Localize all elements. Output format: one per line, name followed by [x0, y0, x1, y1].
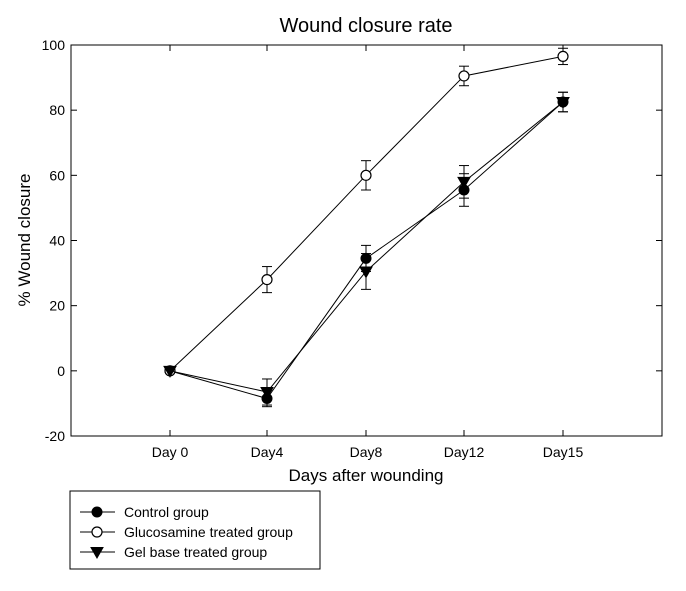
y-tick-label: -20	[45, 428, 65, 444]
legend-box	[69, 490, 321, 570]
y-axis: -20 0 20 40 60 80 100	[42, 37, 662, 444]
x-tick-label: Day12	[444, 444, 485, 460]
legend-marker	[90, 547, 104, 560]
data-point	[557, 50, 569, 63]
data-point	[457, 176, 471, 189]
data-point	[458, 70, 470, 82]
legend-marker	[91, 526, 103, 538]
legend-item: Glucosamine treated group	[80, 524, 293, 540]
data-point	[260, 387, 274, 400]
plot-frame	[70, 44, 663, 437]
y-tick-label: 60	[49, 167, 65, 183]
series-line	[169, 55, 564, 372]
data-point	[163, 365, 177, 378]
y-tick-label: 20	[49, 298, 65, 314]
x-tick-label: Day 0	[152, 444, 189, 460]
y-tick-label: 40	[49, 233, 65, 249]
legend-label: Control group	[124, 504, 209, 520]
data-point	[359, 266, 373, 279]
y-axis-label: % Wound closure	[15, 174, 34, 307]
legend: Control group Glucosamine treated group Ge…	[80, 504, 293, 560]
legend-marker	[91, 506, 103, 518]
legend-label: Glucosamine treated group	[124, 524, 293, 540]
chart-title: Wound closure rate	[279, 15, 452, 37]
x-tick-label: Day15	[543, 444, 584, 460]
x-tick-label: Day4	[251, 444, 284, 460]
legend-label: Gel base treated group	[124, 544, 267, 560]
data-point	[261, 274, 273, 286]
y-tick-label: 0	[57, 363, 65, 379]
series-3	[163, 91, 570, 406]
data-point	[556, 97, 570, 110]
legend-item: Control group	[80, 504, 209, 520]
y-tick-label: 100	[42, 37, 66, 53]
data-point	[360, 169, 372, 181]
series-1	[164, 91, 569, 408]
x-axis: Day 0 Day4 Day8 Day12 Day15	[152, 45, 584, 460]
series-layer	[163, 47, 570, 408]
legend-item: Gel base treated group	[80, 544, 267, 560]
series-2	[164, 47, 569, 377]
y-tick-label: 80	[49, 102, 65, 118]
x-axis-label: Days after wounding	[289, 466, 444, 485]
x-tick-label: Day8	[350, 444, 383, 460]
